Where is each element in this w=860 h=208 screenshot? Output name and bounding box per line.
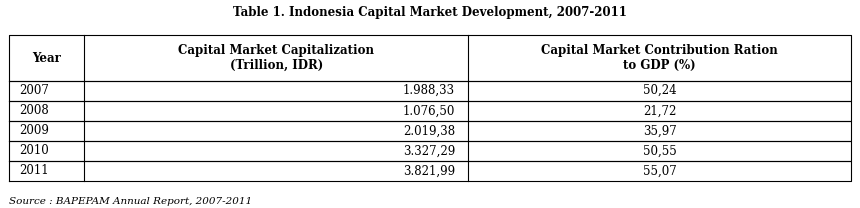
- Text: 50,55: 50,55: [642, 144, 677, 157]
- Text: Year: Year: [32, 52, 61, 64]
- Text: 3.821,99: 3.821,99: [402, 165, 455, 177]
- Text: Capital Market Contribution Ration
to GDP (%): Capital Market Contribution Ration to GD…: [541, 44, 778, 72]
- Text: Capital Market Capitalization
(Trillion, IDR): Capital Market Capitalization (Trillion,…: [178, 44, 374, 72]
- Text: 1.988,33: 1.988,33: [402, 84, 455, 97]
- Text: Table 1. Indonesia Capital Market Development, 2007-2011: Table 1. Indonesia Capital Market Develo…: [233, 6, 627, 19]
- Text: 50,24: 50,24: [643, 84, 677, 97]
- Text: 2009: 2009: [19, 124, 49, 137]
- Text: 2007: 2007: [19, 84, 49, 97]
- Text: 35,97: 35,97: [642, 124, 677, 137]
- Text: 21,72: 21,72: [643, 104, 676, 117]
- Text: 55,07: 55,07: [642, 165, 677, 177]
- Text: 2.019,38: 2.019,38: [402, 124, 455, 137]
- Text: 1.076,50: 1.076,50: [402, 104, 455, 117]
- Text: 3.327,29: 3.327,29: [402, 144, 455, 157]
- Text: 2010: 2010: [19, 144, 49, 157]
- Text: Source : BAPEPAM Annual Report, 2007-2011: Source : BAPEPAM Annual Report, 2007-201…: [9, 197, 252, 206]
- Text: 2011: 2011: [19, 165, 48, 177]
- Text: 2008: 2008: [19, 104, 49, 117]
